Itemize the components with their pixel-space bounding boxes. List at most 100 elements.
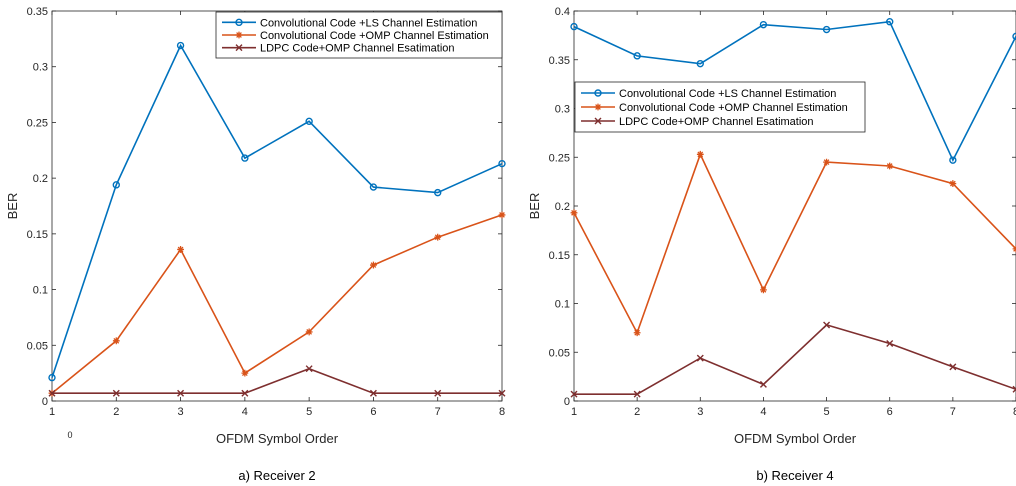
x-axis-label: OFDM Symbol Order [734,431,857,446]
y-axis-label: BER [527,193,542,220]
data-point [1012,32,1016,41]
y-tick-label: 0.05 [27,340,48,352]
data-point [434,389,442,397]
data-point [822,25,831,34]
legend-box [574,81,866,133]
data-point [633,329,641,337]
legend-marker [594,117,602,125]
data-point [112,389,120,397]
y-tick-label: 0.15 [549,250,570,262]
legend-box [215,11,503,59]
x-tick-label: 5 [306,406,312,418]
legend-marker [235,44,243,52]
y-tick-label: 0.05 [549,347,570,359]
x-tick-label: 4 [242,406,248,418]
data-point [633,390,641,398]
x-tick-label: 8 [1013,406,1016,418]
data-point [760,286,767,294]
data-point [498,389,506,397]
y-tick-label: 0.3 [33,62,48,74]
plot-box [51,10,503,402]
x-tick-label: 2 [634,406,640,418]
x-axis-label: OFDM Symbol Order [216,431,339,446]
series-ldpc-code-omp-channel-esatimation [48,365,506,397]
axis-ticks: 1 2 3 4 5 6 7 8 0 0.05 0.1 0.15 0.2 0.25 0.3 0.35 [27,6,505,418]
data-point [886,18,894,26]
data-point [949,180,957,187]
legend: Convolutional Code +LS Channel Estimatio… [215,11,503,59]
x-tick-label: 1 [49,406,55,418]
data-point [305,117,313,126]
data-point [370,261,377,269]
data-point [570,209,578,217]
data-point [241,389,249,397]
data-point [949,156,957,164]
panel-receiver-2: 1 2 3 4 5 6 7 8 0 0.05 0.1 0.15 0.2 0.25 0.3 0.35 OFDM … [5,6,506,483]
plot-box [573,10,1016,402]
panel-receiver-4: 1 2 3 4 5 6 7 8 0 0.05 0.1 0.15 0.2 0.25 0.3 0.35 0.4 OF… [527,6,1016,483]
x-tick-label: 5 [824,406,830,418]
data-point [112,181,120,189]
y-tick-label: 0.35 [549,55,570,67]
legend-label: Convolutional Code +LS Channel Estimatio… [260,17,477,29]
series-line [51,214,503,394]
data-point [570,22,578,31]
data-point [823,321,831,329]
x-tick-label: 7 [435,406,441,418]
legend-marker [235,18,243,27]
data-point [759,20,768,29]
y-axis-label: BER [5,193,20,220]
legend-item-convolutional-code-ls-channel-estimation: Convolutional Code +LS Channel Estimatio… [581,88,836,100]
legend-item-convolutional-code-omp-channel-estimation: Convolutional Code +OMP Channel Estimati… [581,102,848,114]
panel-caption: b) Receiver 4 [756,468,833,483]
series-convolutional-code-ls-channel-estimation [570,18,1016,164]
data-point [498,159,506,168]
data-point [886,162,894,170]
legend-item-ldpc-code-omp-channel-esatimation: LDPC Code+OMP Channel Esatimation [222,43,455,55]
data-point [369,183,378,191]
data-point [633,52,641,60]
x-tick-label: 6 [370,406,376,418]
data-point [112,337,120,345]
data-point [305,328,313,336]
x-tick-label: 8 [499,406,505,418]
x-tick-label: 7 [950,406,956,418]
y-tick-label: 0.15 [27,229,48,241]
legend-label: Convolutional Code +OMP Channel Estimati… [619,102,848,114]
y-tick-label: 0 [564,396,570,408]
series-convolutional-code-omp-channel-estimation [570,150,1016,337]
series-line [573,152,1016,335]
legend-item-convolutional-code-ls-channel-estimation: Convolutional Code +LS Channel Estimatio… [222,17,477,29]
y-tick-label: 0.1 [33,285,48,297]
data-point [949,363,957,371]
data-point [434,188,442,197]
data-point [176,41,185,50]
data-point [696,59,704,68]
legend-label: LDPC Code+OMP Channel Esatimation [619,116,814,128]
legend-marker [594,103,602,111]
stray-tick-label: 0 [67,430,72,440]
legend-item-convolutional-code-omp-channel-estimation: Convolutional Code +OMP Channel Estimati… [222,30,489,42]
legend-item-ldpc-code-omp-channel-esatimation: LDPC Code+OMP Channel Esatimation [581,116,814,128]
legend-label: LDPC Code+OMP Channel Esatimation [260,43,455,55]
data-point [241,154,249,162]
y-tick-label: 0.4 [555,6,570,18]
data-point [305,365,313,373]
y-tick-label: 0.35 [27,6,48,18]
y-tick-label: 0.25 [549,152,570,164]
x-tick-label: 4 [760,406,766,418]
legend: Convolutional Code +LS Channel Estimatio… [574,81,866,133]
series-line [573,20,1016,163]
data-point [1012,385,1016,393]
axis-ticks: 1 2 3 4 5 6 7 8 0 0.05 0.1 0.15 0.2 0.25 0.3 0.35 0.4 [549,6,1016,418]
series-layer [48,41,506,397]
legend-label: Convolutional Code +LS Channel Estimatio… [619,88,836,100]
y-tick-label: 0.2 [555,201,570,213]
panel-caption: a) Receiver 2 [238,468,315,483]
series-ldpc-code-omp-channel-esatimation [570,321,1016,398]
x-tick-label: 3 [697,406,703,418]
y-tick-label: 0.1 [555,299,570,311]
series-line [51,43,503,378]
data-point [48,373,56,382]
data-point [823,158,830,166]
